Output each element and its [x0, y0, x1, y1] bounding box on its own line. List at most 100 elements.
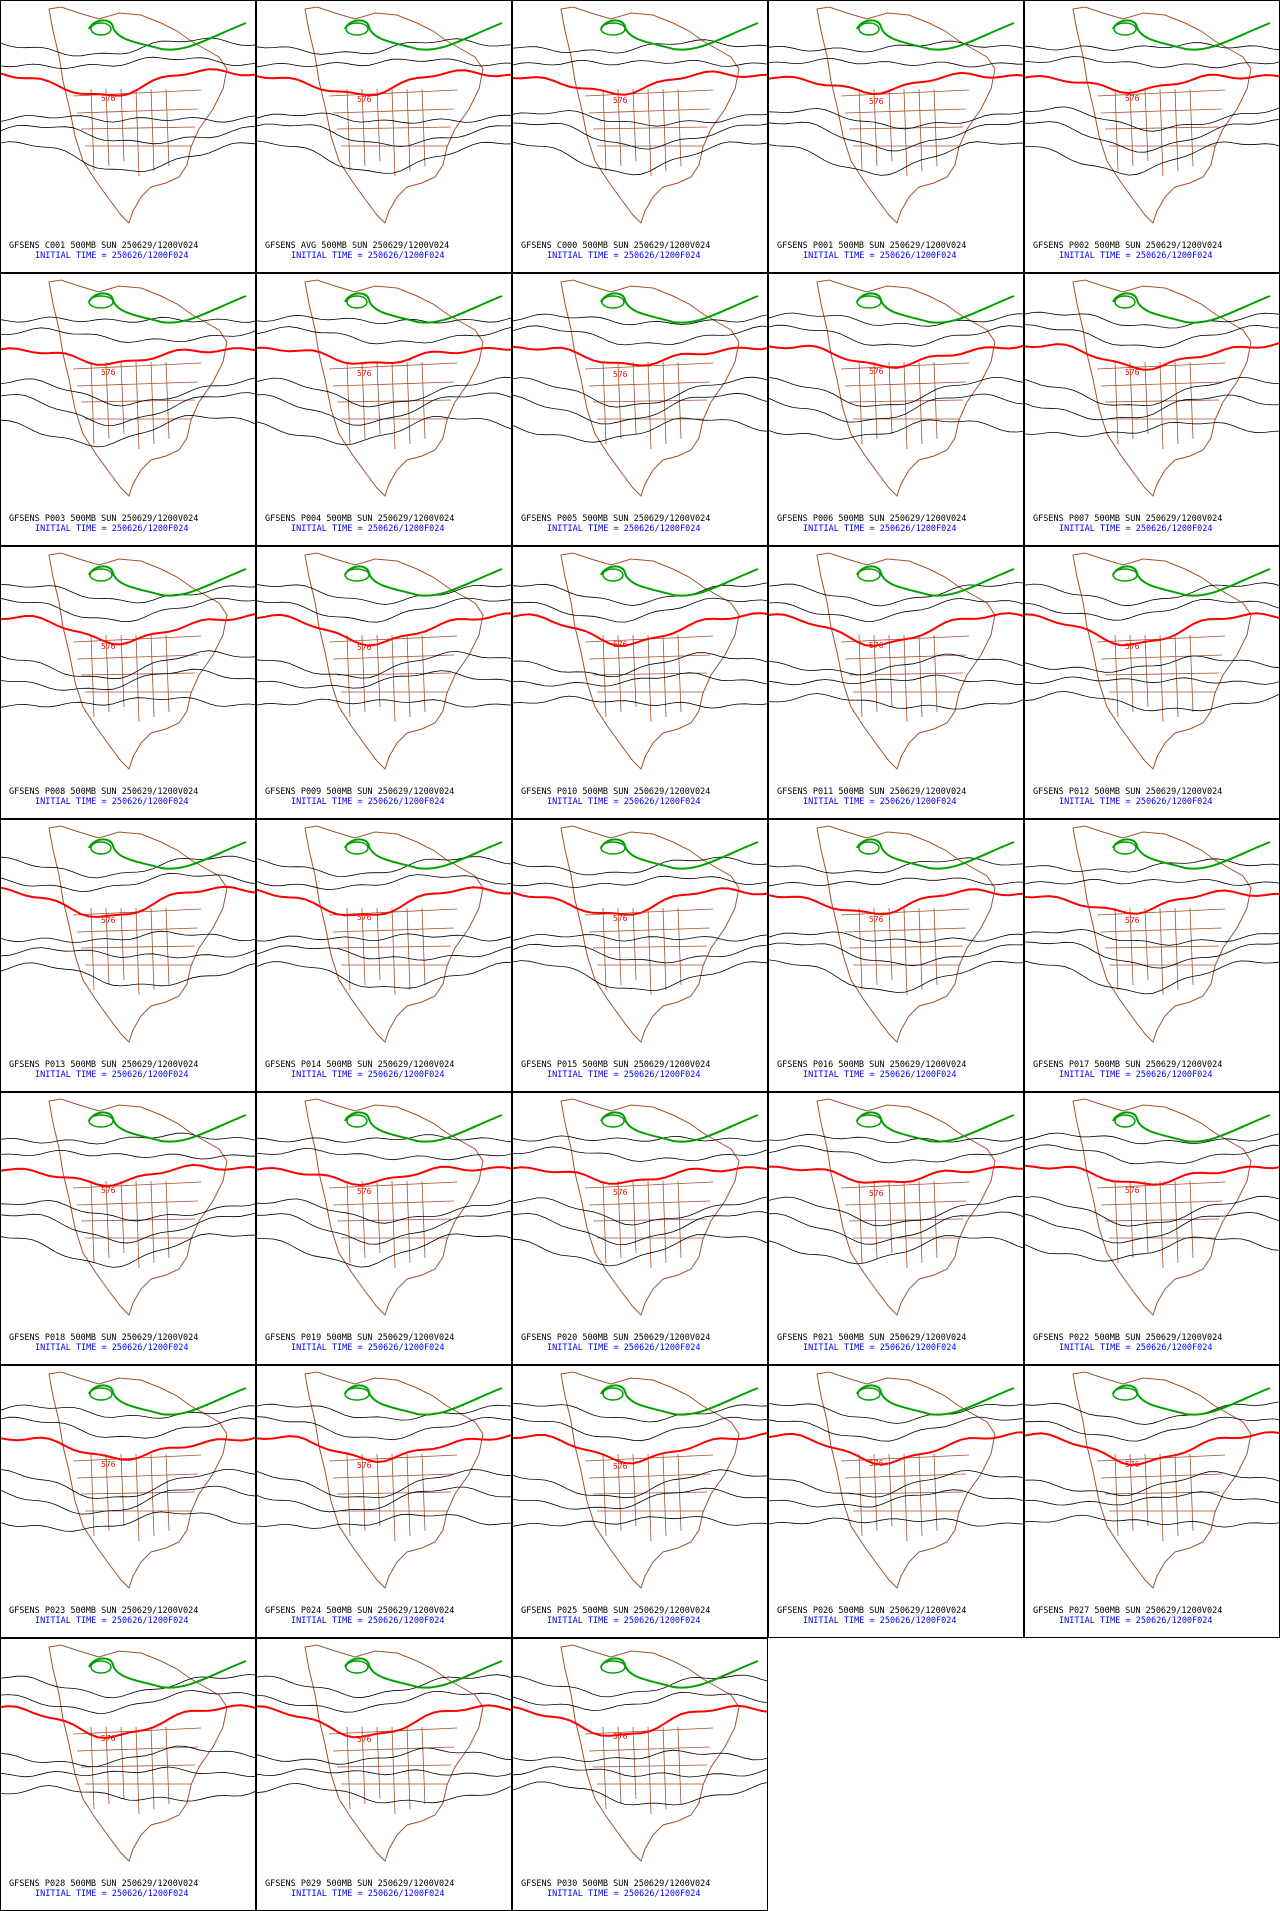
panel-title: GFSENS P014 500MB SUN 250629/1200V024 — [265, 1060, 454, 1070]
map-panel: 576 GFSENS P011 500MB SUN 250629/1200V024… — [768, 546, 1024, 819]
contour-576 — [257, 612, 511, 647]
contour — [1, 1674, 255, 1699]
panel-init-time: INITIAL TIME = 250626/1200F024 — [291, 1616, 445, 1626]
border — [406, 1726, 411, 1810]
coastline — [1072, 279, 1252, 497]
border — [848, 1218, 964, 1222]
panel-init-time: INITIAL TIME = 250626/1200F024 — [803, 797, 957, 807]
border — [662, 361, 667, 445]
contour-green — [344, 1111, 503, 1143]
contour — [513, 1196, 767, 1226]
contour — [513, 1403, 767, 1423]
contour — [769, 377, 1023, 407]
contour-green — [856, 565, 1015, 597]
border — [1100, 108, 1223, 114]
contour-576 — [513, 887, 767, 916]
border — [1100, 1473, 1223, 1479]
contour — [769, 1517, 1023, 1527]
border — [933, 1180, 938, 1259]
border — [80, 1218, 196, 1222]
contour — [257, 1211, 511, 1245]
map-panel: 576 GFSENS P028 500MB SUN 250629/1200V024… — [0, 1638, 256, 1911]
contour — [257, 392, 511, 426]
map-panel: 576 GFSENS P015 500MB SUN 250629/1200V024… — [512, 819, 768, 1092]
panel-init-time: INITIAL TIME = 250626/1200F024 — [291, 797, 445, 807]
border — [844, 654, 967, 660]
border — [848, 399, 964, 403]
contour-green — [90, 22, 112, 36]
border — [1159, 361, 1164, 450]
contour — [769, 324, 1023, 347]
border — [150, 1726, 155, 1810]
contour-green — [856, 1384, 1015, 1416]
contour — [1, 1404, 255, 1419]
map-panel: 576 GFSENS P018 500MB SUN 250629/1200V024… — [0, 1092, 256, 1365]
contour-576 — [257, 1165, 511, 1187]
panel-init-time: INITIAL TIME = 250626/1200F024 — [35, 797, 189, 807]
map: 576 GFSENS P024 500MB SUN 250629/1200V024… — [257, 1371, 511, 1626]
contour — [513, 122, 767, 150]
contour-green — [858, 841, 880, 855]
map-panel: 576 GFSENS P024 500MB SUN 250629/1200V024… — [256, 1365, 512, 1638]
contour-green — [1112, 292, 1271, 324]
contour — [1, 1511, 255, 1532]
border — [165, 907, 170, 986]
border — [848, 672, 964, 676]
contour — [769, 1195, 1023, 1227]
border — [632, 1180, 637, 1254]
contour-label: 576 — [613, 914, 628, 923]
contour — [257, 961, 511, 989]
panel-init-time: INITIAL TIME = 250626/1200F024 — [547, 1616, 701, 1626]
map: 576 GFSENS C000 500MB SUN 250629/1200V024… — [513, 6, 767, 261]
contour-green — [856, 292, 1015, 324]
contour-576 — [1, 1436, 255, 1461]
contour-label: 576 — [1125, 642, 1140, 651]
contour — [257, 1233, 511, 1268]
map: 576 GFSENS P008 500MB SUN 250629/1200V024… — [1, 552, 255, 807]
border — [662, 88, 667, 172]
contour — [1025, 1195, 1279, 1227]
contour-green — [600, 565, 759, 597]
contour — [769, 598, 1023, 622]
panel-init-time: INITIAL TIME = 250626/1200F024 — [291, 1889, 445, 1899]
coastline — [816, 825, 996, 1043]
border — [1174, 634, 1179, 718]
contour-576 — [1, 1704, 255, 1740]
border — [632, 88, 637, 162]
coastline — [560, 1371, 740, 1589]
contour — [1025, 878, 1279, 886]
border — [903, 1453, 908, 1542]
border — [617, 361, 622, 440]
map: 576 GFSENS P001 500MB SUN 250629/1200V024… — [769, 6, 1023, 261]
contour — [257, 650, 511, 679]
border — [588, 1473, 711, 1479]
border — [647, 361, 652, 450]
contour-576 — [513, 345, 767, 367]
border — [588, 1200, 711, 1206]
panel-title: GFSENS P018 500MB SUN 250629/1200V024 — [9, 1333, 198, 1343]
border — [391, 1180, 396, 1269]
coastline — [304, 6, 484, 224]
border — [391, 1453, 396, 1542]
border — [406, 1453, 411, 1537]
map: 576 GFSENS P019 500MB SUN 250629/1200V024… — [257, 1098, 511, 1353]
border — [135, 1180, 140, 1269]
border — [135, 88, 140, 177]
contour-green — [89, 1387, 113, 1401]
border — [376, 1453, 381, 1527]
border — [406, 907, 411, 991]
panel-init-time: INITIAL TIME = 250626/1200F024 — [291, 1343, 445, 1353]
border — [76, 654, 199, 660]
contour-green — [344, 565, 503, 597]
border — [105, 88, 110, 167]
border — [662, 1726, 667, 1810]
contour — [257, 376, 511, 408]
contour — [769, 107, 1023, 130]
map: 576 GFSENS P015 500MB SUN 250629/1200V024… — [513, 825, 767, 1080]
border — [165, 1453, 170, 1532]
border — [873, 1453, 878, 1532]
coastline — [1072, 6, 1252, 224]
border — [1159, 634, 1164, 723]
contour-green — [88, 838, 247, 870]
contour-green — [88, 1111, 247, 1143]
